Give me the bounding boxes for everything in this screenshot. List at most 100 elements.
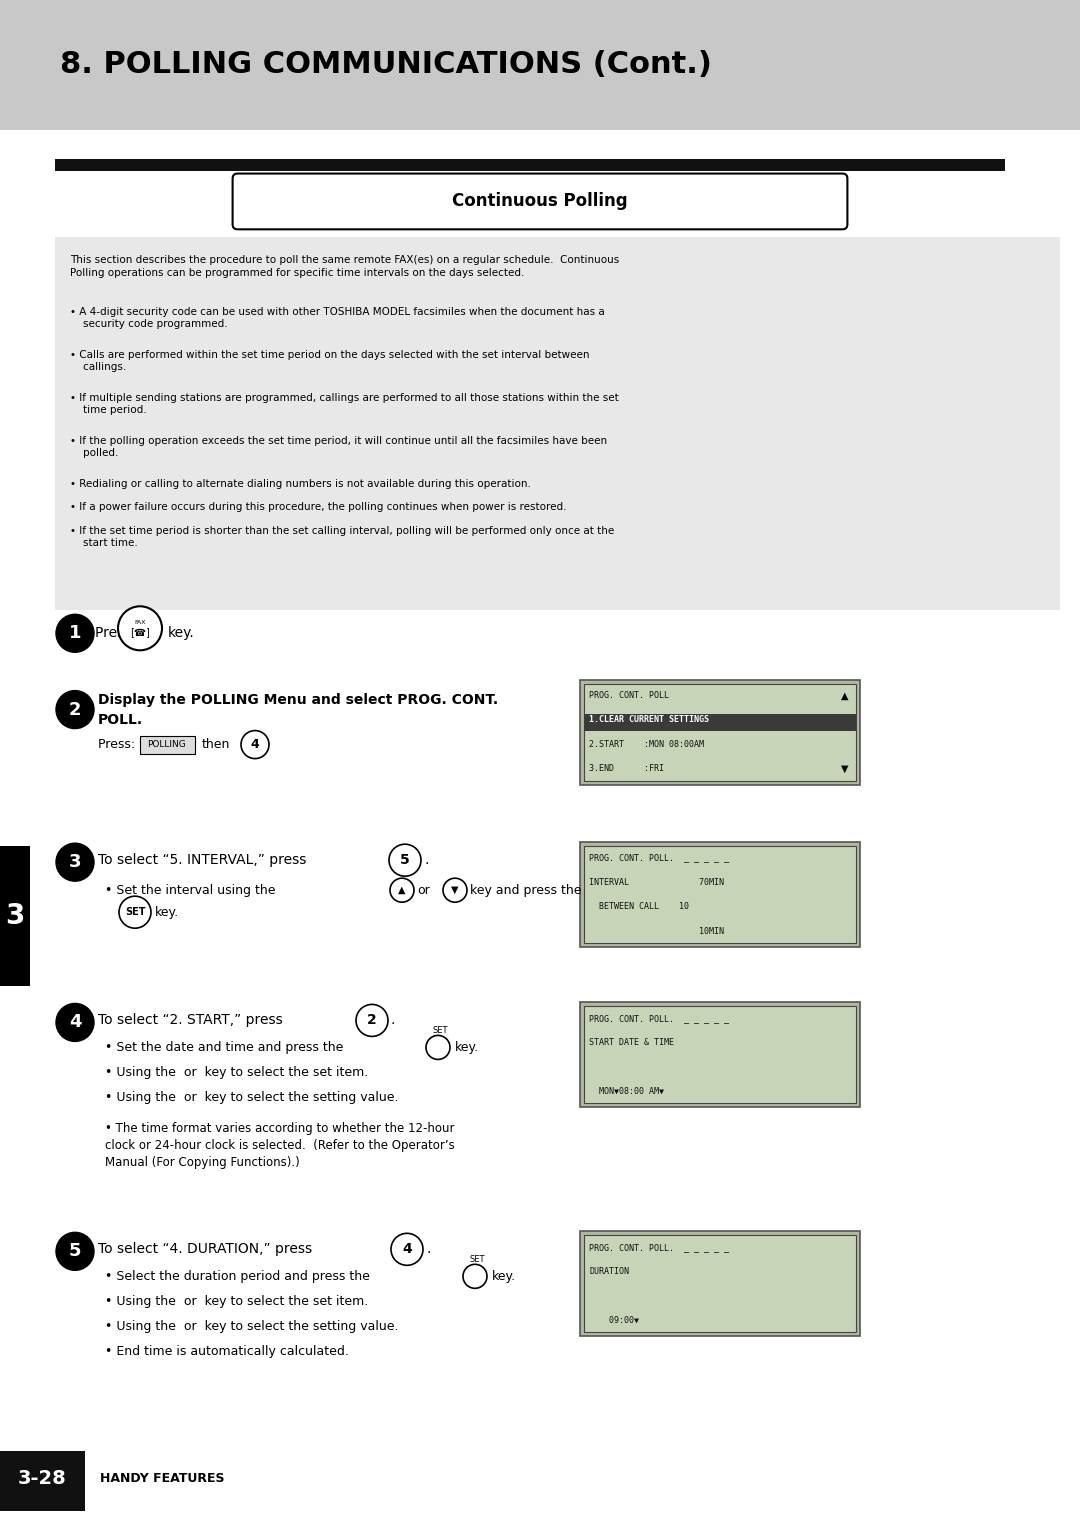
Text: key.: key. <box>455 1041 480 1054</box>
Text: 2.START    :MON 08:00AM: 2.START :MON 08:00AM <box>589 740 704 749</box>
Bar <box>0 1451 85 1511</box>
Text: .: . <box>424 853 429 867</box>
Text: key and press the: key and press the <box>470 884 581 897</box>
Circle shape <box>56 691 94 728</box>
Text: PROG. CONT. POLL: PROG. CONT. POLL <box>589 691 669 700</box>
Text: This section describes the procedure to poll the same remote FAX(es) on a regula: This section describes the procedure to … <box>70 255 619 278</box>
Bar <box>580 1003 860 1108</box>
Text: 8. POLLING COMMUNICATIONS (Cont.): 8. POLLING COMMUNICATIONS (Cont.) <box>60 50 712 79</box>
Text: To select “5. INTERVAL,” press: To select “5. INTERVAL,” press <box>98 853 307 867</box>
Bar <box>584 684 856 781</box>
Text: .: . <box>391 1013 395 1027</box>
Text: 10MIN: 10MIN <box>589 926 724 935</box>
Text: 2: 2 <box>69 700 81 719</box>
Text: 1: 1 <box>69 624 81 642</box>
Text: • Using the  or  key to select the setting value.: • Using the or key to select the setting… <box>105 1091 399 1103</box>
Text: 3: 3 <box>69 853 81 871</box>
Text: HANDY FEATURES: HANDY FEATURES <box>100 1473 225 1485</box>
Text: To select “2. START,” press: To select “2. START,” press <box>98 1013 283 1027</box>
Circle shape <box>241 731 269 758</box>
Bar <box>580 679 860 784</box>
Text: • Select the duration period and press the: • Select the duration period and press t… <box>105 1270 369 1283</box>
Text: 5: 5 <box>69 1242 81 1260</box>
FancyBboxPatch shape <box>232 174 848 229</box>
Circle shape <box>463 1265 487 1288</box>
Text: POLLING: POLLING <box>148 740 187 749</box>
Circle shape <box>391 1233 423 1265</box>
Text: • The time format varies according to whether the 12-hour
clock or 24-hour clock: • The time format varies according to wh… <box>105 1123 455 1169</box>
Text: • Calls are performed within the set time period on the days selected with the s: • Calls are performed within the set tim… <box>70 349 590 372</box>
Text: To select “4. DURATION,” press: To select “4. DURATION,” press <box>98 1242 312 1256</box>
Text: Continuous Polling: Continuous Polling <box>453 192 627 211</box>
Bar <box>584 847 856 943</box>
Bar <box>584 714 856 731</box>
Bar <box>55 159 1005 171</box>
Circle shape <box>56 844 94 881</box>
Text: POLL.: POLL. <box>98 713 144 726</box>
Circle shape <box>390 877 414 902</box>
Text: PROG. CONT. POLL.  _ _ _ _ _: PROG. CONT. POLL. _ _ _ _ _ <box>589 1242 729 1251</box>
Bar <box>140 736 195 754</box>
Text: Display the POLLING Menu and select PROG. CONT.: Display the POLLING Menu and select PROG… <box>98 693 498 707</box>
Text: 3: 3 <box>5 902 25 929</box>
Text: • If the polling operation exceeds the set time period, it will continue until a: • If the polling operation exceeds the s… <box>70 435 607 458</box>
Circle shape <box>56 1004 94 1041</box>
Text: key.: key. <box>492 1270 516 1283</box>
Text: 4: 4 <box>402 1242 411 1256</box>
Text: • If the set time period is shorter than the set calling interval, polling will : • If the set time period is shorter than… <box>70 525 615 548</box>
Text: Press:: Press: <box>98 739 139 751</box>
Text: • A 4-digit security code can be used with other TOSHIBA MODEL facsimiles when t: • A 4-digit security code can be used wi… <box>70 307 605 330</box>
Text: • Using the  or  key to select the set item.: • Using the or key to select the set ite… <box>105 1067 368 1079</box>
Text: [☎]: [☎] <box>130 627 150 638</box>
Text: ▲: ▲ <box>399 885 406 896</box>
Text: BETWEEN CALL    10: BETWEEN CALL 10 <box>589 902 689 911</box>
Circle shape <box>118 606 162 650</box>
Text: 4: 4 <box>251 739 259 751</box>
Text: 1.CLEAR CURRENT SETTINGS: 1.CLEAR CURRENT SETTINGS <box>589 716 708 725</box>
Text: 2: 2 <box>367 1013 377 1027</box>
Bar <box>584 1236 856 1332</box>
Text: Press the: Press the <box>95 626 159 641</box>
Text: • Set the date and time and press the: • Set the date and time and press the <box>105 1041 343 1054</box>
Text: SET: SET <box>469 1254 485 1264</box>
Bar <box>580 1231 860 1337</box>
Text: 3-28: 3-28 <box>17 1470 66 1488</box>
Text: PROG. CONT. POLL.  _ _ _ _ _: PROG. CONT. POLL. _ _ _ _ _ <box>589 853 729 862</box>
Text: FAX: FAX <box>134 620 146 624</box>
Text: ▲: ▲ <box>841 690 849 700</box>
Text: key.: key. <box>168 626 194 641</box>
Text: MON▼08:00 AM▼: MON▼08:00 AM▼ <box>589 1087 664 1096</box>
Text: • If a power failure occurs during this procedure, the polling continues when po: • If a power failure occurs during this … <box>70 502 567 513</box>
Text: 5: 5 <box>400 853 410 867</box>
Text: SET: SET <box>432 1025 448 1035</box>
Text: .: . <box>426 1242 430 1256</box>
Text: • End time is automatically calculated.: • End time is automatically calculated. <box>105 1344 349 1358</box>
Text: 3.END      :FRI: 3.END :FRI <box>589 765 664 774</box>
Text: or: or <box>417 884 430 897</box>
Text: • Redialing or calling to alternate dialing numbers is not available during this: • Redialing or calling to alternate dial… <box>70 479 531 488</box>
Text: then: then <box>202 739 230 751</box>
Circle shape <box>56 1233 94 1270</box>
Circle shape <box>119 896 151 928</box>
Bar <box>580 842 860 948</box>
Text: • Using the  or  key to select the set item.: • Using the or key to select the set ite… <box>105 1296 368 1308</box>
Bar <box>0 0 1080 130</box>
Bar <box>0 845 30 986</box>
Text: START DATE & TIME: START DATE & TIME <box>589 1038 674 1047</box>
Circle shape <box>389 844 421 876</box>
Bar <box>584 1007 856 1103</box>
Text: key.: key. <box>156 906 179 919</box>
Text: INTERVAL              70MIN: INTERVAL 70MIN <box>589 877 724 887</box>
Text: ▼: ▼ <box>841 763 849 774</box>
Text: • Using the  or  key to select the setting value.: • Using the or key to select the setting… <box>105 1320 399 1332</box>
Text: ▼: ▼ <box>451 885 459 896</box>
Text: • If multiple sending stations are programmed, callings are performed to all tho: • If multiple sending stations are progr… <box>70 392 619 415</box>
Text: SET: SET <box>125 906 145 917</box>
Text: 4: 4 <box>69 1013 81 1032</box>
Circle shape <box>443 877 467 902</box>
Circle shape <box>56 615 94 652</box>
Circle shape <box>426 1036 450 1059</box>
Circle shape <box>356 1004 388 1036</box>
Text: 09:00▼: 09:00▼ <box>589 1315 639 1325</box>
Text: PROG. CONT. POLL.  _ _ _ _ _: PROG. CONT. POLL. _ _ _ _ _ <box>589 1013 729 1022</box>
